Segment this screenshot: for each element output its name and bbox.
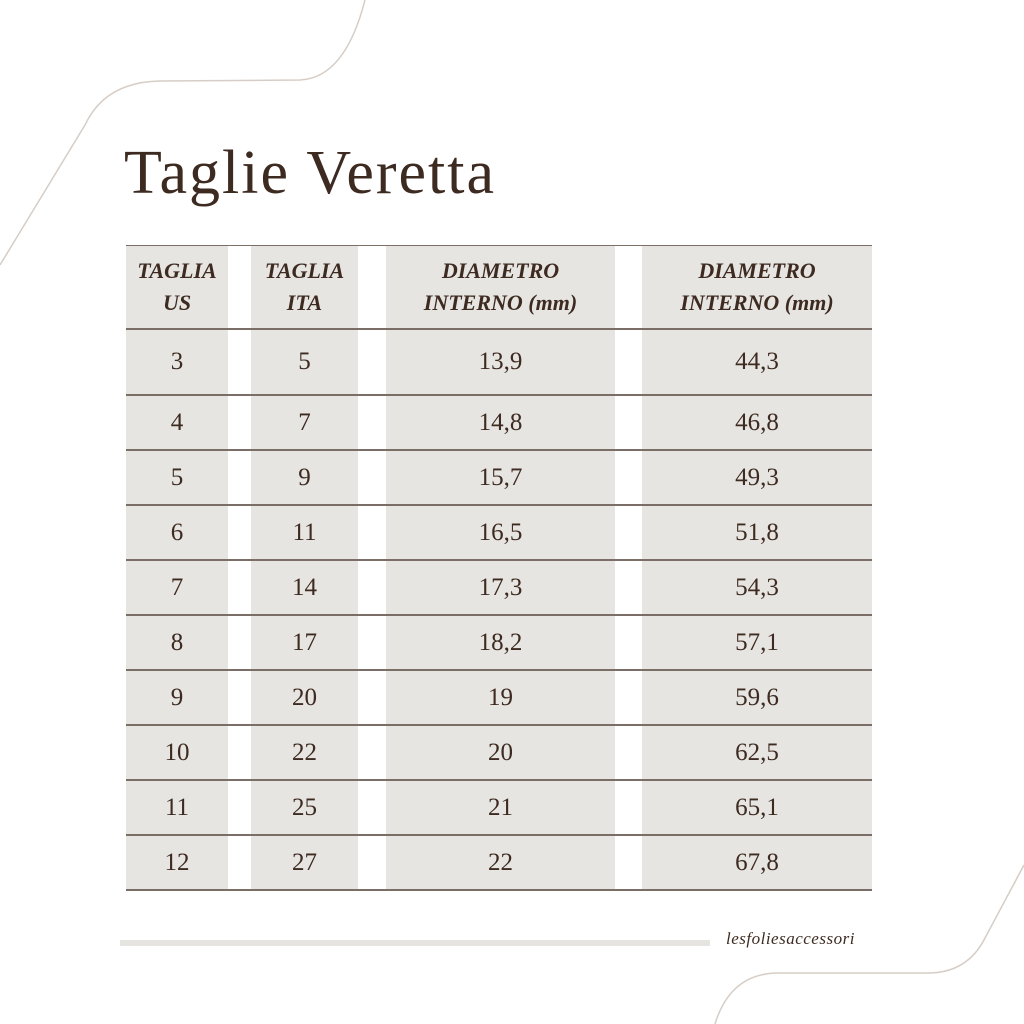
row-rule (126, 889, 872, 891)
row-rule (126, 559, 872, 561)
brand-name: lesfoliesaccessori (726, 929, 855, 948)
header-label: TAGLIA US (137, 255, 216, 319)
table-cell: 14 (251, 561, 358, 614)
header-rule (126, 328, 872, 330)
table-cell: 44,3 (642, 330, 872, 394)
table-cell: 57,1 (642, 616, 872, 669)
table-cell: 46,8 (642, 396, 872, 449)
table-cell: 9 (126, 671, 228, 724)
row-rule (126, 504, 872, 506)
table-cell: 10 (126, 726, 228, 779)
table-cell: 67,8 (642, 836, 872, 889)
table-cell: 17,3 (386, 561, 615, 614)
table-cell: 25 (251, 781, 358, 834)
table-cell: 11 (126, 781, 228, 834)
top-left-curve (0, 0, 366, 266)
table-cell: 18,2 (386, 616, 615, 669)
header-line: DIAMETRO (698, 258, 816, 283)
table-cell: 5 (126, 451, 228, 504)
table-cell: 13,9 (386, 330, 615, 394)
table-cell: 6 (126, 506, 228, 559)
header-cell: TAGLIA ITA (251, 246, 358, 328)
table-cell: 17 (251, 616, 358, 669)
table-cell: 19 (386, 671, 615, 724)
table-cell: 65,1 (642, 781, 872, 834)
header-label: DIAMETRO INTERNO (mm) (680, 255, 833, 319)
table-cell: 22 (386, 836, 615, 889)
header-label: TAGLIA ITA (265, 255, 344, 319)
row-rule (126, 669, 872, 671)
table-cell: 54,3 (642, 561, 872, 614)
table-cell: 9 (251, 451, 358, 504)
table-cell: 20 (386, 726, 615, 779)
header-line: ITA (286, 290, 323, 315)
table-cell: 22 (251, 726, 358, 779)
table-cell: 16,5 (386, 506, 615, 559)
table-cell: 14,8 (386, 396, 615, 449)
table-cell: 5 (251, 330, 358, 394)
table-cell: 3 (126, 330, 228, 394)
table-cell: 59,6 (642, 671, 872, 724)
table-cell: 7 (126, 561, 228, 614)
header-line: TAGLIA (137, 258, 217, 283)
table-cell: 11 (251, 506, 358, 559)
table-cell: 49,3 (642, 451, 872, 504)
row-rule (126, 779, 872, 781)
table-cell: 12 (126, 836, 228, 889)
table-top-rule (126, 245, 872, 246)
header-line: INTERNO (mm) (423, 290, 578, 315)
footer-bar (120, 940, 710, 946)
row-rule (126, 834, 872, 836)
header-cell: DIAMETRO INTERNO (mm) (386, 246, 615, 328)
header-line: US (162, 290, 192, 315)
table-cell: 21 (386, 781, 615, 834)
row-rule (126, 614, 872, 616)
table-cell: 7 (251, 396, 358, 449)
table-cell: 15,7 (386, 451, 615, 504)
table-cell: 20 (251, 671, 358, 724)
bottom-right-curve (714, 864, 1024, 1024)
row-rule (126, 394, 872, 396)
header-cell: DIAMETRO INTERNO (mm) (642, 246, 872, 328)
table-cell: 51,8 (642, 506, 872, 559)
table-cell: 62,5 (642, 726, 872, 779)
row-rule (126, 449, 872, 451)
page-title: Taglie Veretta (124, 139, 496, 207)
header-line: INTERNO (mm) (680, 290, 834, 315)
header-cell: TAGLIA US (126, 246, 228, 328)
table-cell: 27 (251, 836, 358, 889)
header-label: DIAMETRO INTERNO (mm) (424, 255, 577, 319)
table-cell: 4 (126, 396, 228, 449)
header-line: DIAMETRO (441, 258, 560, 283)
table-cell: 8 (126, 616, 228, 669)
header-line: TAGLIA (264, 258, 345, 283)
row-rule (126, 724, 872, 726)
